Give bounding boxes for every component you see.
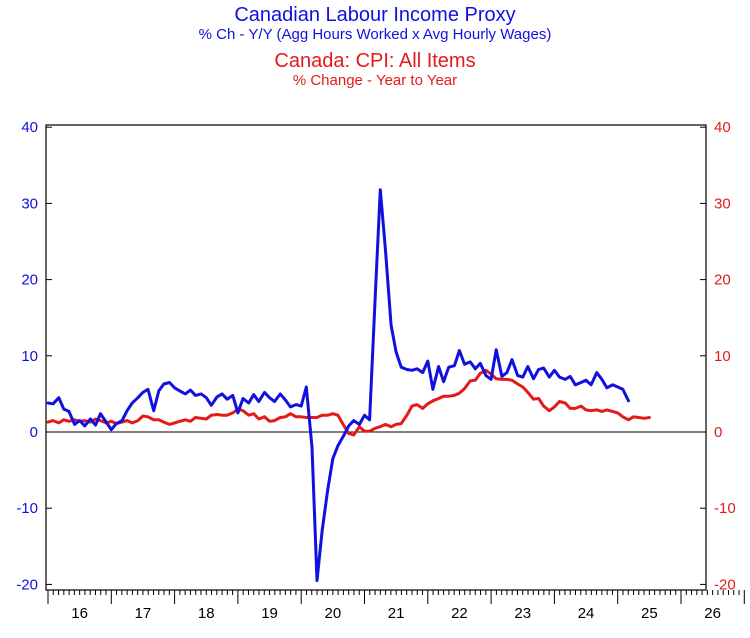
x-tick-label: 23: [514, 605, 531, 622]
x-tick-label: 16: [71, 605, 88, 622]
right-y-axis: -20 -10 0 10 20 30 40: [700, 119, 736, 593]
x-axis: 16 17 18 19 20 21 22 23 24 25 26: [47, 590, 745, 622]
x-tick-label: 26: [704, 605, 721, 622]
series-lines: [46, 188, 651, 583]
x-tick-label: 21: [388, 605, 405, 622]
x-tick-label: 17: [135, 605, 152, 622]
y-tick-label-left: 0: [30, 424, 38, 441]
y-tick-label-left: 20: [21, 272, 38, 289]
x-tick-label: 24: [578, 605, 595, 622]
left-y-axis: -20 -10 0 10 20 30 40: [16, 119, 52, 593]
cpi-subtitle: % Change - Year to Year: [292, 72, 458, 89]
y-tick-label-right: -20: [714, 576, 736, 593]
y-tick-label-right: 0: [714, 424, 722, 441]
labour-income-subtitle: % Ch - Y/Y (Agg Hours Worked x Avg Hourl…: [198, 26, 552, 43]
cpi-line: [46, 368, 651, 437]
y-tick-label-right: 40: [714, 119, 731, 136]
labour-income-line: [46, 188, 630, 583]
y-tick-label-right: 30: [714, 195, 731, 212]
y-tick-label-right: 20: [714, 272, 731, 289]
x-tick-label: 19: [261, 605, 278, 622]
chart-titles: Canadian Labour Income Proxy % Ch - Y/Y …: [0, 0, 750, 89]
labour-income-title: Canadian Labour Income Proxy: [234, 4, 516, 26]
y-tick-label-left: 10: [21, 348, 38, 365]
plot-frame: [45, 124, 707, 591]
y-tick-label-left: 30: [21, 195, 38, 212]
x-tick-label: 18: [198, 605, 215, 622]
y-tick-label-left: -20: [16, 576, 38, 593]
x-tick-label: 25: [641, 605, 658, 622]
x-tick-label: 22: [451, 605, 468, 622]
y-tick-label-right: 10: [714, 348, 731, 365]
x-tick-label: 20: [325, 605, 342, 622]
y-tick-label-left: 40: [21, 119, 38, 136]
y-tick-label-left: -10: [16, 500, 38, 517]
cpi-title: Canada: CPI: All Items: [274, 50, 476, 72]
y-tick-label-right: -10: [714, 500, 736, 517]
